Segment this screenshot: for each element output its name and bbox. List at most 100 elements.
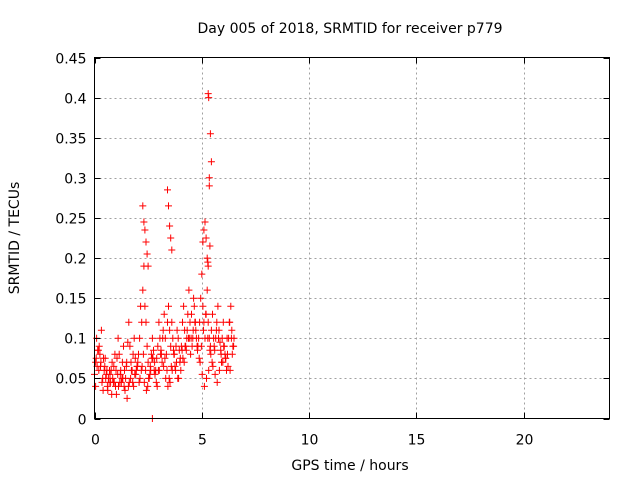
data-point [154,366,162,374]
data-point [221,350,229,358]
data-point [190,302,198,310]
data-point [144,358,152,366]
data-point [122,362,130,370]
data-point [109,374,117,382]
data-point [170,350,178,358]
data-point [167,234,175,242]
data-point [96,350,104,358]
data-point [142,318,150,326]
data-point [165,302,172,310]
chart-title: Day 005 of 2018, SRMTID for receiver p77… [197,21,502,37]
data-point [230,342,238,350]
data-point [209,310,216,318]
data-point [92,354,100,362]
data-point [216,338,224,346]
x-tick-label: 10 [301,433,319,449]
data-point [205,366,213,374]
data-point [165,374,173,382]
data-point [143,250,151,258]
data-point [153,382,161,390]
data-point [220,342,228,350]
data-point [113,354,121,362]
data-point [166,326,174,334]
data-point [182,346,190,354]
data-point [201,218,209,226]
data-point [191,318,199,326]
data-point [131,370,139,378]
data-point [204,318,212,326]
y-tick-label: 0.05 [55,372,86,388]
data-point [142,366,150,374]
data-point [117,366,125,374]
data-point [200,326,207,334]
data-point [219,358,227,366]
data-point [203,286,211,294]
data-point [125,318,133,326]
data-point [192,326,200,334]
data-point [148,354,156,362]
data-point [206,130,214,138]
y-tick-label: 0.4 [64,92,86,108]
data-point [157,350,165,358]
data-point [202,310,210,318]
data-point [188,310,195,318]
data-point [150,346,157,354]
tick-layer: 0 0.05 0.1 0.15 0.2 0.25 0.3 0.35 0.4 0.45 0 5 10 15 2… [55,52,610,449]
data-point [108,358,116,366]
data-point [210,342,218,350]
data-point [127,366,135,374]
y-tick-label: 0.2 [64,252,86,268]
data-point [120,342,127,350]
data-point [199,302,207,310]
data-point [147,350,155,358]
data-point [204,334,212,342]
data-point [124,338,132,346]
data-point [114,334,122,342]
data-point [159,326,167,334]
data-point [94,346,102,354]
data-point [127,358,135,366]
data-point [168,246,176,254]
data-point [101,362,109,370]
data-point [151,358,159,366]
data-point [203,254,211,262]
data-point [197,294,205,302]
data-point [200,226,208,234]
x-tick-label: 15 [408,433,426,449]
data-point [173,326,181,334]
data-point [139,202,147,210]
data-point [202,234,210,242]
data-point [190,294,198,302]
data-point [164,382,172,390]
data-point [124,382,132,390]
data-point [133,362,141,370]
data-point [183,326,191,334]
data-point [180,358,188,366]
data-point [135,378,143,386]
data-point [163,366,171,374]
data-point [159,334,167,342]
data-point [170,346,177,354]
data-point [112,390,120,398]
y-tick-label: 0 [78,413,87,429]
data-point [131,354,139,362]
data-point [205,174,213,182]
data-point [179,318,186,326]
y-axis-label: SRMTID / TECUs [7,182,23,295]
data-point [155,318,163,326]
data-point [114,370,122,378]
data-point [98,378,106,386]
data-point [181,342,189,350]
x-tick-label: 5 [198,433,207,449]
data-point [139,350,147,358]
data-point [205,94,213,102]
data-point [195,354,203,362]
data-point [209,362,217,370]
data-point [160,362,168,370]
data-point [212,326,220,334]
x-axis-label: GPS time / hours [291,458,408,474]
data-point [224,362,232,370]
data-point [167,362,175,370]
data-point [97,326,105,334]
